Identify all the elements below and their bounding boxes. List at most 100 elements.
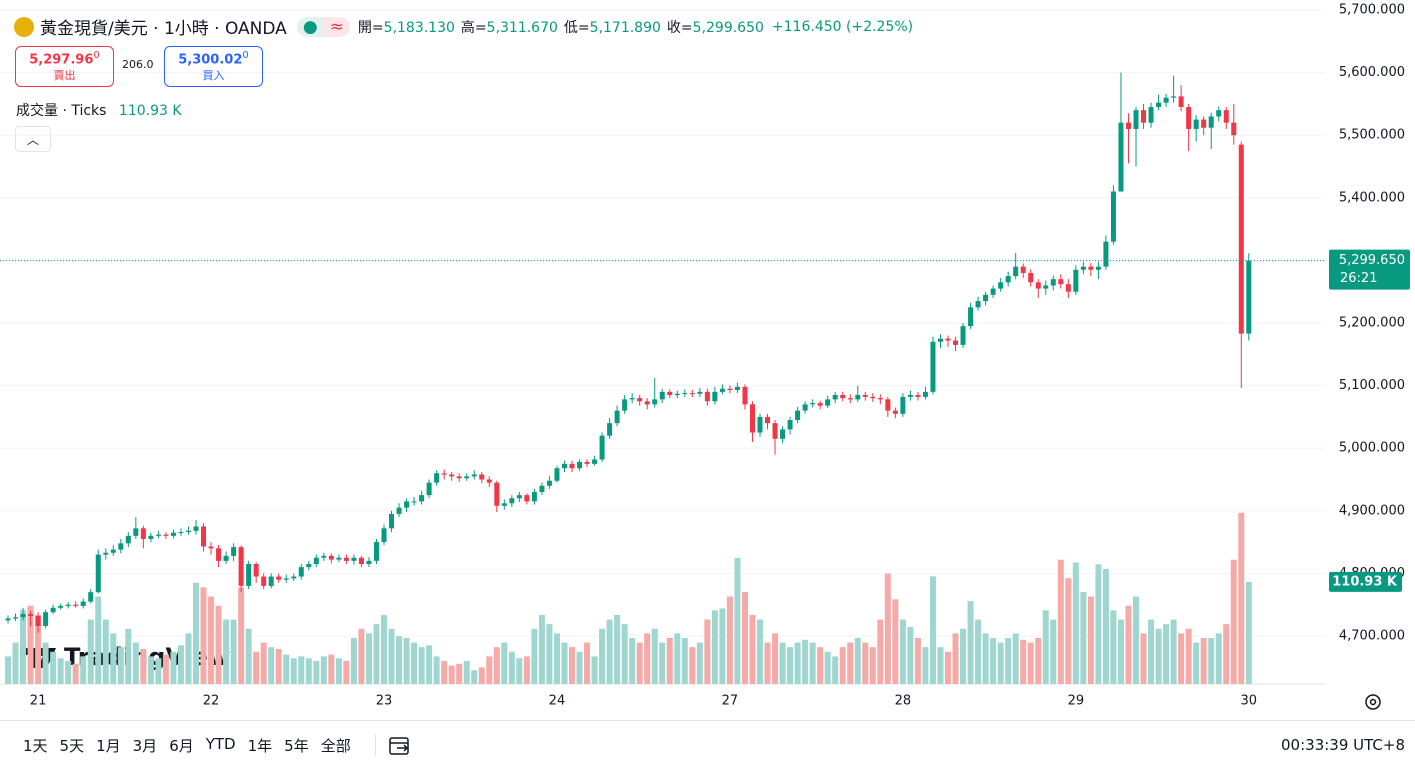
candle-body <box>704 391 710 402</box>
volume-bar <box>884 573 891 684</box>
candle-body <box>140 528 146 539</box>
range-button[interactable]: 6月 <box>169 736 194 755</box>
volume-bar <box>95 596 102 684</box>
volume-bar <box>892 599 899 684</box>
volume-bar <box>1245 581 1252 684</box>
candle-body <box>584 461 590 464</box>
volume-bar <box>1125 605 1132 684</box>
range-button[interactable]: 1年 <box>247 736 273 755</box>
date-range-icon[interactable] <box>388 733 412 757</box>
candle-body <box>343 557 349 561</box>
candle-body <box>155 534 161 536</box>
candle-body <box>1095 266 1101 270</box>
volume-bar <box>478 667 485 684</box>
sell-button[interactable]: 5,297.960 賣出 <box>15 46 114 87</box>
candle-body <box>20 614 26 618</box>
candle-body <box>35 615 41 626</box>
candle-body <box>1216 110 1222 117</box>
candle-body <box>170 532 176 536</box>
candle-body <box>652 399 658 405</box>
volume-bar <box>1133 596 1139 684</box>
candle-body <box>283 578 289 580</box>
candle-body <box>840 394 846 399</box>
volume-bar <box>110 633 117 684</box>
status-pill[interactable]: ● ≈ <box>296 16 350 37</box>
volume-bar <box>704 619 711 684</box>
candle-body <box>163 534 169 536</box>
candle-body <box>749 404 755 433</box>
volume-bar <box>162 654 169 684</box>
ohlc-item: 開=5,183.130 <box>358 17 455 37</box>
candle-body <box>757 416 763 433</box>
volume-bar <box>403 637 410 684</box>
candle-body <box>118 543 124 550</box>
candle-body <box>193 526 199 531</box>
volume-bar <box>486 656 493 684</box>
range-button[interactable]: 5年 <box>284 736 309 755</box>
volume-bar <box>230 619 237 684</box>
sell-label: 賣出 <box>53 69 76 83</box>
range-button[interactable]: YTD <box>205 734 236 753</box>
volume-bar <box>824 651 831 684</box>
candle-body <box>411 501 417 503</box>
candle-body <box>524 495 530 502</box>
candle-body <box>1133 110 1139 129</box>
volume-bar <box>591 656 598 684</box>
candle-body <box>185 530 191 533</box>
candle-body <box>1058 279 1064 285</box>
candle-body <box>58 605 64 608</box>
collapse-button[interactable]: ︿ <box>15 126 51 152</box>
y-tick-label: 5,500.000 <box>1339 128 1405 143</box>
indicator-value: 110.93 K <box>118 103 182 119</box>
candle-body <box>1163 97 1169 103</box>
volume-bar <box>456 663 463 684</box>
volume-bar <box>102 619 109 684</box>
x-tick-label: 30 <box>1241 694 1258 709</box>
volume-bar <box>779 642 786 684</box>
candle-body <box>546 480 552 486</box>
candle-body <box>373 542 379 561</box>
candle-body <box>561 463 567 469</box>
volume-bar <box>1223 624 1230 684</box>
volume-bar <box>177 645 184 684</box>
settings-icon[interactable] <box>1365 694 1381 710</box>
candle-body <box>1125 122 1131 129</box>
volume-bar <box>531 628 538 684</box>
ohlc-label: 低= <box>563 19 590 36</box>
y-tick-label: 5,700.000 <box>1339 3 1405 18</box>
candle-body <box>43 612 49 626</box>
buy-label: 買入 <box>202 69 225 83</box>
range-button[interactable]: 1月 <box>96 736 121 755</box>
candle-body <box>441 473 447 475</box>
range-button[interactable]: 全部 <box>320 736 351 755</box>
plot-area <box>0 9 1325 684</box>
range-button[interactable]: 5天 <box>59 736 85 755</box>
candle-body <box>148 535 154 539</box>
volume-bar <box>508 651 515 684</box>
volume-bar <box>1065 578 1072 684</box>
volume-bar <box>1178 633 1185 684</box>
volume-bar <box>523 656 530 684</box>
candle-body <box>885 399 891 411</box>
candle-body <box>712 391 718 402</box>
candle-body <box>1238 144 1244 334</box>
volume-bar <box>1080 591 1087 684</box>
candle-body <box>998 282 1004 289</box>
volume-bar <box>945 651 951 684</box>
buy-button[interactable]: 5,300.020 買入 <box>164 46 263 87</box>
range-button[interactable]: 1天 <box>23 736 48 755</box>
clock[interactable]: 00:33:39 UTC+8 <box>1281 736 1405 754</box>
range-button[interactable]: 3月 <box>132 736 158 755</box>
candle-body <box>471 474 477 477</box>
candle-body <box>719 388 725 392</box>
indicator-legend: 成交量 · Ticks 110.93 K <box>16 100 182 120</box>
volume-bar <box>907 626 914 684</box>
volume-bar <box>757 619 763 684</box>
candle-body <box>396 507 402 514</box>
candle-body <box>261 576 267 586</box>
candle-body <box>900 396 906 414</box>
volume-bar <box>50 651 57 684</box>
volume-bar <box>245 628 252 684</box>
volume-bar <box>674 633 681 684</box>
volume-bar <box>726 596 733 684</box>
